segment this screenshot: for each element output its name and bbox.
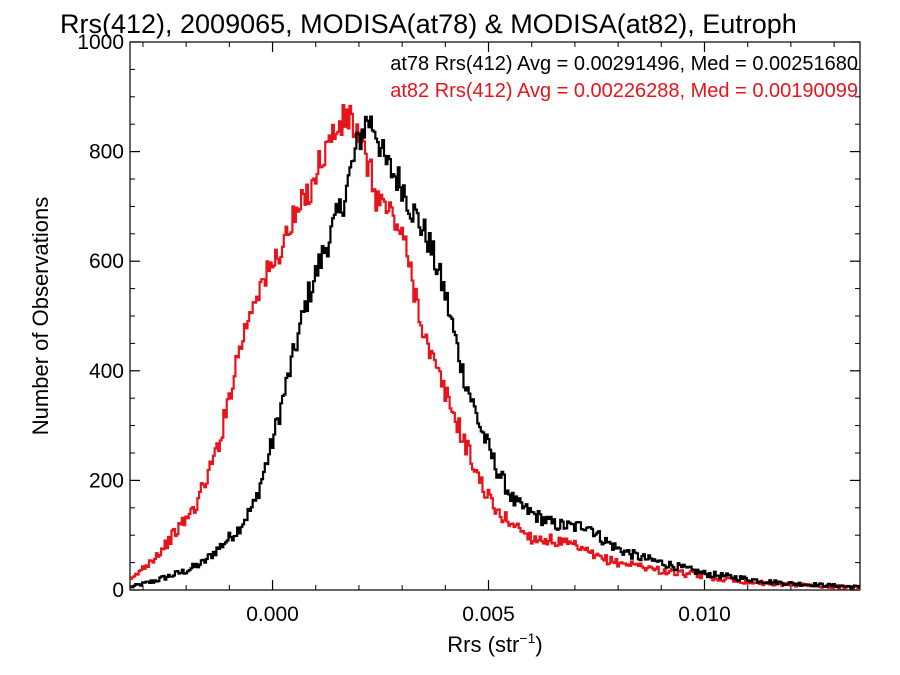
x-tick-label: 0.000 — [246, 603, 299, 626]
y-tick-label: 0 — [112, 579, 124, 602]
chart-title: Rrs(412), 2009065, MODISA(at78) & MODISA… — [60, 9, 797, 39]
legend-at82: at82 Rrs(412) Avg = 0.00226288, Med = 0.… — [390, 80, 858, 102]
y-tick-label: 400 — [89, 360, 124, 383]
y-axis-label: Number of Observations — [28, 197, 53, 435]
y-tick-label: 600 — [89, 250, 124, 273]
y-tick-label: 1000 — [77, 31, 124, 54]
x-axis-label-suffix: ) — [535, 632, 542, 657]
series-at78-line — [130, 115, 861, 590]
x-axis: 0.000 0.005 0.010 — [142, 42, 835, 626]
x-tick-label: 0.010 — [678, 603, 731, 626]
x-axis-label-superscript: −1 — [519, 630, 535, 646]
y-axis: 0 200 400 600 800 1000 — [77, 31, 860, 602]
legend-at78: at78 Rrs(412) Avg = 0.00291496, Med = 0.… — [390, 53, 858, 75]
y-tick-label: 200 — [89, 469, 124, 492]
x-tick-label: 0.005 — [462, 603, 515, 626]
series-layer — [130, 104, 861, 590]
x-axis-label-main: Rrs (str — [447, 632, 519, 657]
series-at82-line — [130, 104, 861, 590]
y-tick-label: 800 — [89, 141, 124, 164]
x-axis-label: Rrs (str−1) — [447, 630, 542, 657]
